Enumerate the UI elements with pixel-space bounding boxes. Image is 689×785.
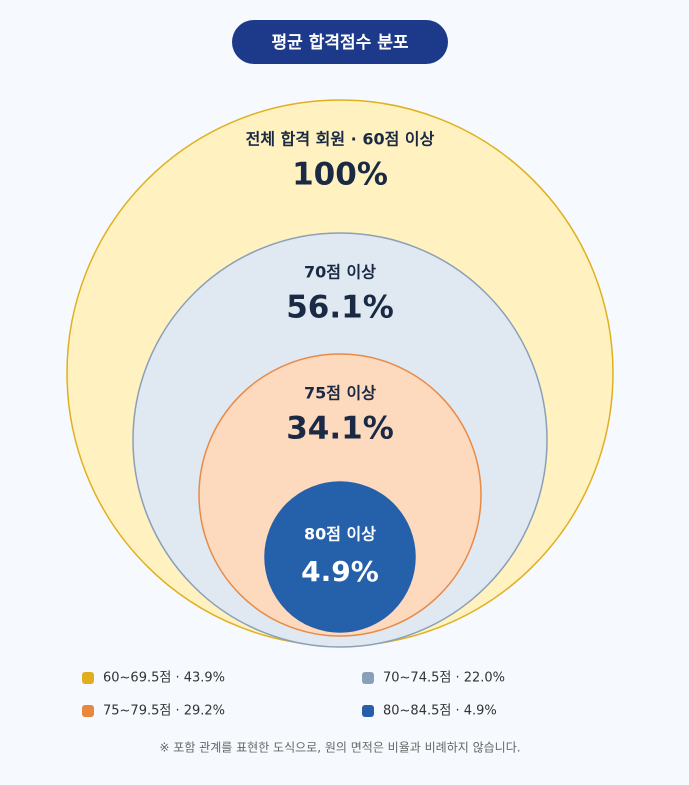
legend-label: 75~79.5점 · 29.2% (103, 704, 225, 719)
legend-label: 80~84.5점 · 4.9% (383, 704, 497, 719)
legend-swatch (362, 672, 374, 684)
circle-value: 100% (292, 157, 388, 193)
circle-name: 80점 이상 (304, 525, 376, 544)
circle-name: 전체 합격 회원 · 60점 이상 (246, 130, 435, 149)
legend-label: 70~74.5점 · 22.0% (383, 671, 505, 686)
legend-swatch (362, 705, 374, 717)
legend-swatch (82, 672, 94, 684)
note: ※ 포함 관계를 표현한 도식으로, 원의 면적은 비율과 비례하지 않습니다. (159, 741, 520, 755)
legend-swatch (82, 705, 94, 717)
circle-value: 56.1% (286, 290, 394, 326)
circle (264, 481, 416, 633)
title-pill (232, 20, 448, 64)
circle-name: 70점 이상 (304, 263, 376, 282)
circle-value: 4.9% (301, 555, 379, 588)
chart-title: 평균 합격점수 분포 (272, 32, 409, 53)
circle-name: 75점 이상 (304, 384, 376, 403)
circle-value: 34.1% (286, 411, 394, 447)
legend-label: 60~69.5점 · 43.9% (103, 671, 225, 686)
